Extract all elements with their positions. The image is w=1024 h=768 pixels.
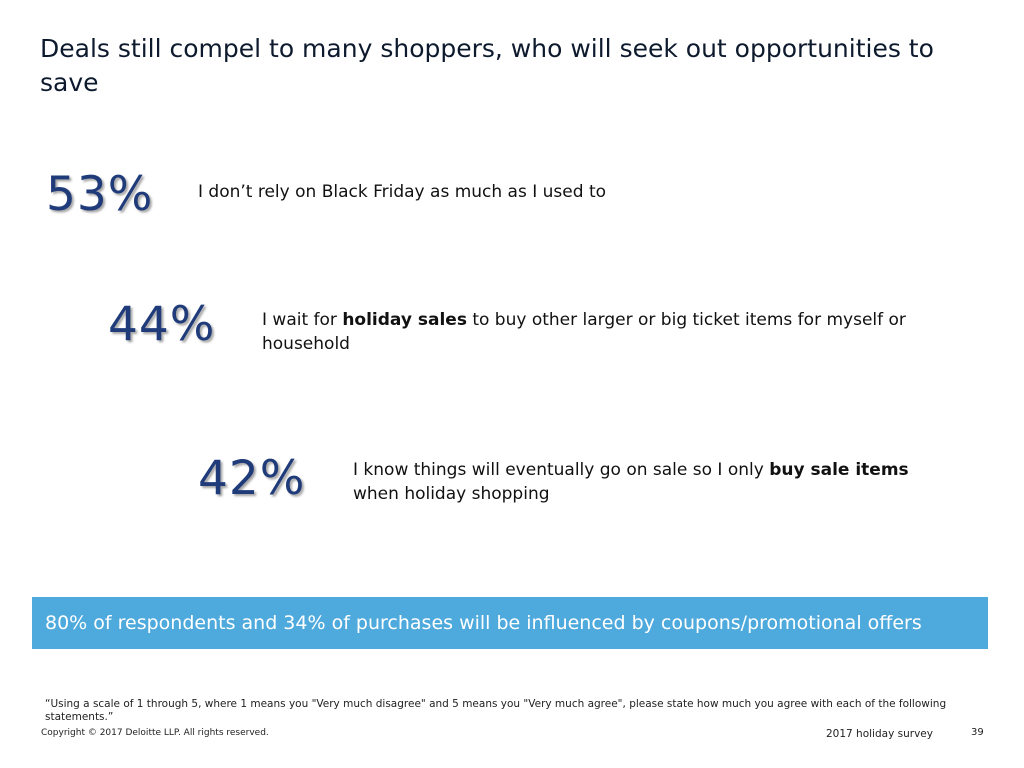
- description-text: I don’t rely on Black Friday as much as …: [198, 182, 607, 202]
- stat-block-2: 44% I wait for holiday sales to buy othe…: [108, 297, 906, 355]
- stat-percent: 44%: [108, 297, 216, 352]
- description-text: when holiday shopping: [353, 484, 550, 504]
- stat-description: I wait for holiday sales to buy other la…: [262, 308, 942, 356]
- emphasis-text: buy sale items: [769, 460, 909, 480]
- stat-description: I don’t rely on Black Friday as much as …: [198, 180, 898, 204]
- survey-label: 2017 holiday survey: [826, 728, 933, 740]
- copyright-notice: Copyright © 2017 Deloitte LLP. All right…: [41, 728, 269, 738]
- emphasis-text: holiday sales: [342, 310, 467, 330]
- page-number: 39: [971, 727, 984, 738]
- highlight-banner: 80% of respondents and 34% of purchases …: [32, 597, 988, 649]
- slide-title: Deals still compel to many shoppers, who…: [40, 34, 934, 97]
- stat-description: I know things will eventually go on sale…: [353, 458, 953, 506]
- stat-block-3: 42% I know things will eventually go on …: [198, 451, 909, 506]
- description-text: to buy other larger or big ticket items …: [262, 310, 906, 354]
- survey-footnote: “Using a scale of 1 through 5, where 1 m…: [45, 698, 947, 723]
- description-text: I wait for: [262, 310, 343, 330]
- description-text: I know things will eventually go on sale…: [353, 460, 770, 480]
- stat-percent: 42%: [198, 451, 306, 506]
- stat-percent: 53%: [46, 167, 154, 222]
- stat-block-1: 53% I don’t rely on Black Friday as much…: [46, 167, 606, 222]
